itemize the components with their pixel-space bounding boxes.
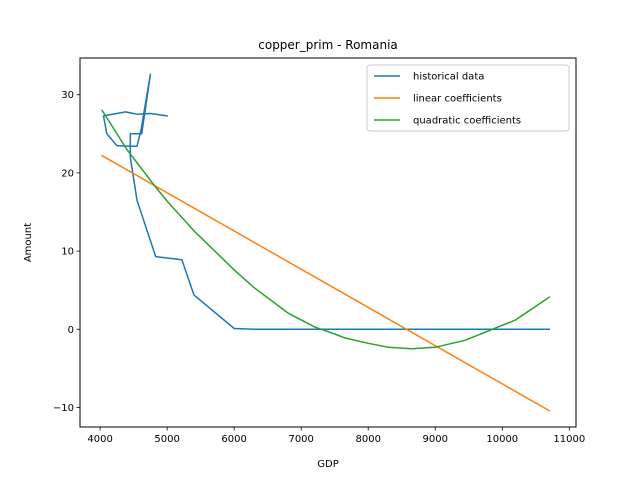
y-axis-ticks: −10 0 10 20 30: [53, 90, 80, 414]
chart-title: copper_prim - Romania: [258, 38, 398, 52]
legend-label: historical data: [413, 72, 484, 83]
x-tick-label: 4000: [87, 434, 112, 445]
x-axis-label: GDP: [317, 459, 338, 470]
legend-label: linear coefficients: [413, 94, 502, 105]
x-tick-label: 9000: [423, 434, 448, 445]
legend: historical data linear coefficients quadra…: [366, 64, 570, 132]
y-tick-label: 20: [61, 168, 74, 179]
x-tick-label: 7000: [288, 434, 313, 445]
y-tick-label: −10: [53, 403, 74, 414]
series-line-2: [101, 154, 551, 412]
y-tick-label: 10: [61, 247, 74, 258]
x-tick-label: 11000: [553, 434, 585, 445]
legend-box: [366, 64, 570, 132]
plot-lines: [101, 73, 551, 412]
series-line-3: [101, 109, 551, 350]
legend-label: quadratic coefficients: [413, 116, 521, 127]
x-tick-label: 5000: [154, 434, 179, 445]
y-tick-label: 0: [68, 325, 74, 336]
y-axis-label: Amount: [23, 223, 34, 262]
y-tick-label: 30: [61, 90, 74, 101]
x-tick-label: 8000: [355, 434, 380, 445]
axes-frame: [79, 57, 577, 428]
x-tick-label: 6000: [221, 434, 246, 445]
x-tick-label: 10000: [486, 434, 518, 445]
series-line-1: [102, 73, 550, 331]
x-axis-ticks: 4000 5000 6000 7000 8000 9000 10000 11000: [87, 427, 585, 445]
